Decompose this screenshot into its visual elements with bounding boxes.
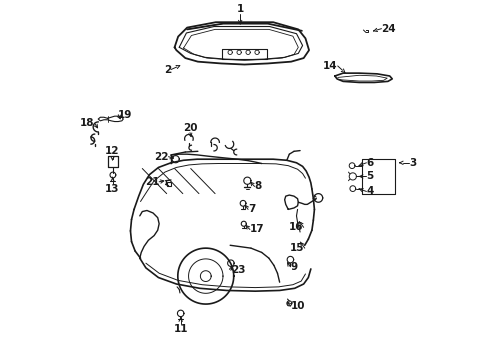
Text: 19: 19: [118, 110, 132, 120]
Text: 24: 24: [381, 24, 395, 34]
Text: 7: 7: [247, 204, 255, 215]
Text: 22: 22: [154, 152, 168, 162]
Bar: [167, 182, 171, 186]
Text: 23: 23: [230, 265, 245, 275]
Text: 12: 12: [105, 145, 120, 156]
Text: 9: 9: [290, 262, 297, 272]
Text: 14: 14: [323, 61, 337, 71]
Text: 10: 10: [290, 301, 305, 311]
Text: 17: 17: [249, 225, 264, 234]
Text: 1: 1: [236, 4, 244, 14]
Text: 5: 5: [366, 171, 373, 181]
Text: 8: 8: [254, 181, 261, 192]
Text: 21: 21: [144, 177, 159, 187]
Text: 4: 4: [366, 186, 373, 197]
Text: 13: 13: [105, 184, 120, 194]
Text: 15: 15: [290, 243, 304, 253]
Text: 3: 3: [408, 158, 416, 168]
Text: 11: 11: [173, 324, 187, 334]
Text: 16: 16: [288, 222, 303, 232]
Text: 20: 20: [183, 123, 197, 133]
Text: 18: 18: [80, 118, 94, 128]
Text: 6: 6: [366, 158, 373, 168]
Text: 2: 2: [163, 64, 171, 75]
